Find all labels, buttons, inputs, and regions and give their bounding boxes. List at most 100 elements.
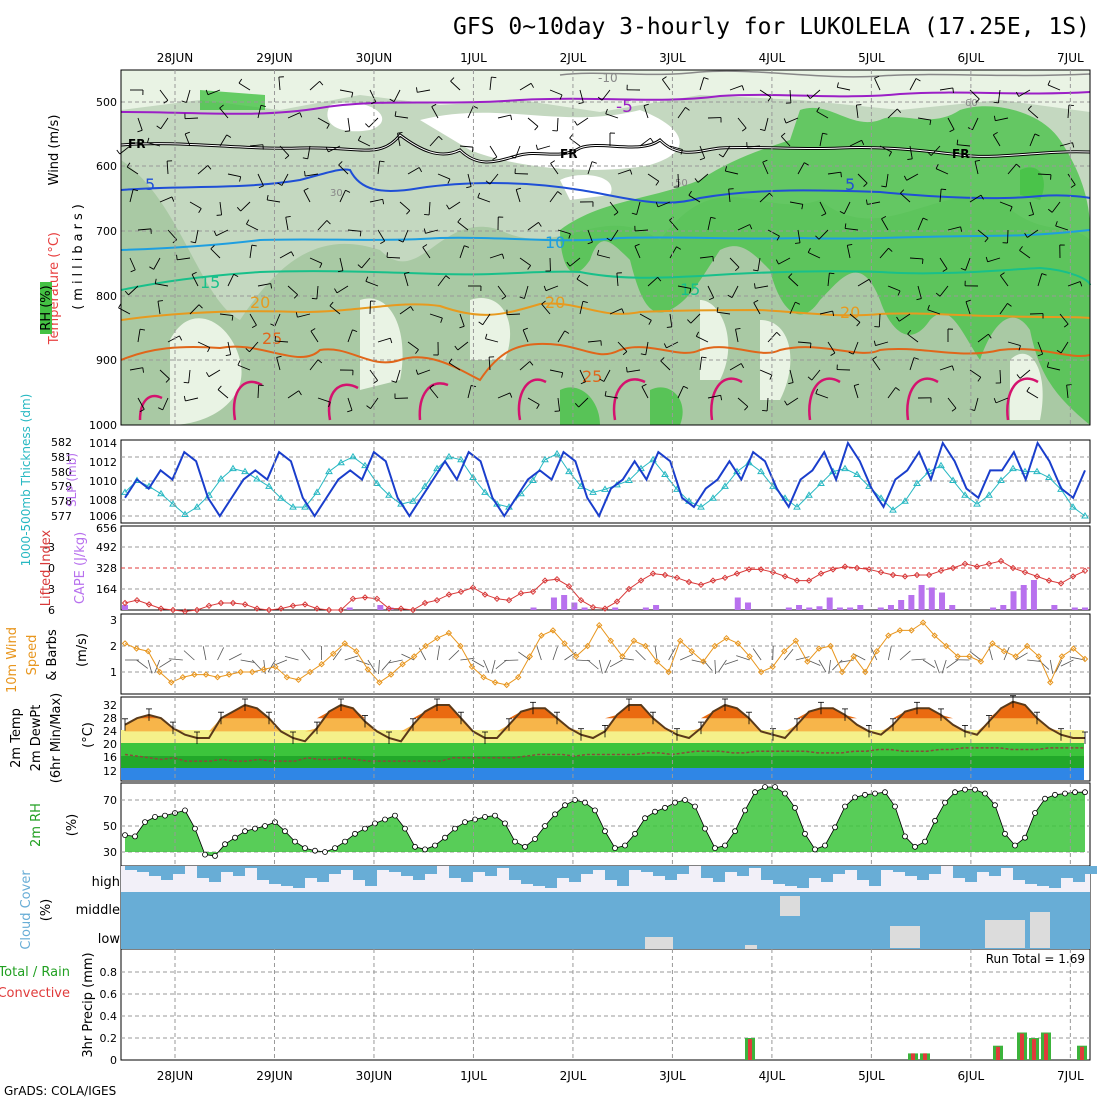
wind-barb bbox=[495, 659, 507, 670]
wind-barb bbox=[497, 285, 507, 297]
li-marker bbox=[397, 605, 405, 612]
wind-speed-marker bbox=[665, 668, 672, 676]
cloud-high-bar bbox=[137, 866, 149, 872]
wind-barb bbox=[128, 285, 139, 296]
ylabel-precip-c: 3hr Precip (mm) bbox=[81, 952, 96, 1057]
wind-barb-flag bbox=[438, 136, 443, 141]
wind-barb bbox=[1026, 390, 1039, 399]
upper-air-panel: -10 -5 FR FR FR 5 5 10 15 15 20 20 20 25… bbox=[116, 70, 1091, 425]
wind-barb-flag bbox=[881, 215, 887, 220]
li-marker bbox=[637, 577, 645, 584]
wind-barb-flag bbox=[685, 106, 690, 111]
wind-barb bbox=[436, 646, 440, 661]
wind-barb bbox=[237, 364, 251, 371]
wind-barb-flag bbox=[922, 217, 928, 221]
wind-barb bbox=[809, 89, 821, 99]
wind-speed-marker bbox=[191, 671, 198, 678]
wind-barb bbox=[815, 393, 829, 399]
wind-barb-flag bbox=[591, 161, 597, 164]
wind-barb bbox=[437, 275, 447, 287]
wind-barb-flag bbox=[888, 151, 892, 157]
wind-barb-flag bbox=[896, 316, 900, 322]
wind-barb-flag bbox=[1055, 221, 1058, 227]
wind-barb-flag bbox=[415, 349, 419, 354]
li-marker bbox=[913, 571, 921, 579]
cloud-high-bar bbox=[497, 866, 509, 868]
wind-barb bbox=[785, 117, 799, 124]
li-marker bbox=[685, 578, 693, 586]
cloud-high-bar bbox=[653, 866, 665, 876]
li-marker bbox=[217, 599, 225, 607]
wind-speed-marker bbox=[630, 637, 638, 645]
wind-barb bbox=[467, 385, 472, 399]
wind-barb-flag bbox=[897, 108, 902, 113]
rh-marker bbox=[752, 789, 758, 796]
wind-barb-flag bbox=[380, 240, 385, 244]
rh-marker bbox=[312, 847, 318, 854]
wind-barb bbox=[407, 341, 419, 351]
label-minus10: -10 bbox=[598, 71, 618, 85]
label-fr-3: FR bbox=[952, 147, 969, 161]
ylabel-cloud-unit: (%) bbox=[39, 899, 54, 922]
wind-barb-flag bbox=[181, 100, 187, 103]
wind-barb-flag bbox=[903, 175, 908, 181]
wind-barb-flag bbox=[564, 330, 570, 334]
cape-bar bbox=[377, 605, 384, 610]
rh-marker bbox=[652, 808, 658, 815]
wind-barb bbox=[339, 190, 346, 203]
rh-marker bbox=[272, 819, 278, 825]
wind-barb bbox=[358, 139, 371, 147]
cloud-high-bar bbox=[1085, 866, 1097, 874]
cloud-high-bar bbox=[221, 866, 233, 872]
thickness-marker bbox=[1009, 464, 1017, 472]
wind-barb-flag bbox=[251, 244, 257, 247]
wind-speed-marker bbox=[942, 642, 950, 650]
wind-barb bbox=[688, 194, 701, 203]
date-gridlines bbox=[174, 70, 1071, 1060]
rh-marker bbox=[522, 843, 528, 850]
ylabel-precip-b: Convective bbox=[0, 986, 70, 1001]
li-marker bbox=[649, 570, 657, 577]
ylabel-precip-a: Total / Rain bbox=[0, 965, 70, 980]
wind-barb bbox=[274, 313, 281, 327]
wind-barb bbox=[597, 254, 611, 259]
cloud-high-bar bbox=[869, 866, 881, 886]
rh-marker bbox=[962, 786, 968, 793]
wind-barb-flag bbox=[530, 83, 534, 88]
rh-marker bbox=[212, 853, 218, 859]
wind-barb bbox=[489, 253, 503, 259]
date-label-top: 6JUL bbox=[958, 51, 985, 65]
wind-barb bbox=[388, 659, 403, 664]
wind-barb-flag bbox=[606, 237, 612, 242]
wind-barb-flag bbox=[907, 329, 912, 335]
tick-label: 577 bbox=[51, 510, 72, 523]
wind-barb bbox=[946, 659, 959, 669]
precip-convective-bar bbox=[1020, 1033, 1024, 1060]
rh-marker bbox=[1052, 791, 1058, 798]
wind-barb-flag bbox=[977, 377, 982, 382]
rh-marker bbox=[462, 819, 468, 825]
contour-minus5 bbox=[120, 91, 1091, 115]
wind-barb bbox=[527, 117, 539, 127]
wind-barb bbox=[636, 201, 641, 215]
wind-barb-flag bbox=[769, 374, 773, 380]
cape-bar bbox=[581, 607, 588, 610]
wind-barb bbox=[160, 117, 169, 130]
wind-barb-flag bbox=[795, 301, 800, 305]
wind-barb-flag bbox=[326, 124, 330, 129]
wind-barb bbox=[448, 362, 461, 371]
cloud-high-bar bbox=[773, 866, 785, 884]
wind-barb bbox=[185, 89, 191, 103]
wind-barb-flag bbox=[566, 261, 571, 267]
wind-barb-flag bbox=[993, 115, 996, 121]
dewpoint-line bbox=[124, 747, 1085, 762]
cape-bar bbox=[836, 607, 843, 610]
wind-barb bbox=[828, 659, 831, 674]
cape-bar bbox=[1000, 605, 1007, 610]
wind-barb-flag bbox=[844, 223, 847, 229]
ylabel-temp-a: 2m Temp bbox=[9, 708, 24, 768]
wind-barb bbox=[557, 229, 571, 235]
wind-barb-flag bbox=[440, 317, 443, 323]
li-marker bbox=[193, 606, 201, 614]
wind-barb bbox=[159, 196, 173, 203]
